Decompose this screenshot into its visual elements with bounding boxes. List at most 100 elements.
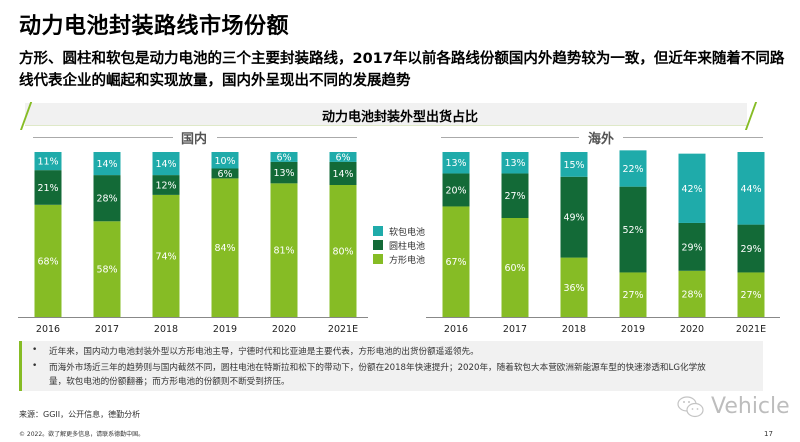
domestic-divider-left xyxy=(33,137,173,138)
x-tick-label-2021E: 2021E xyxy=(736,324,766,335)
domestic-chart-title: 国内 xyxy=(175,128,214,147)
overseas-stacked-bar-chart: 67% 20% 13% 2016 60% 27% 13% 2017 36% 49% 15% 2018 2… xyxy=(426,150,780,335)
legend-label-soft-pack: 软包电池 xyxy=(389,227,426,238)
data-label-cylindrical-2019: 6% xyxy=(217,169,232,180)
x-tick-label-2016: 2016 xyxy=(36,324,60,335)
bar-segment-cylindrical-2019 xyxy=(619,186,647,273)
bar-segment-prismatic-2021E xyxy=(737,272,765,317)
data-label-cylindrical-2019: 52% xyxy=(622,225,643,236)
data-label-prismatic-2021E: 27% xyxy=(740,290,761,301)
bar-segment-prismatic-2019 xyxy=(211,178,239,317)
notes-box: • 近年来，国内动力电池封装外型以方形电池主导，宁德时代和比亚迪是主要代表，方形… xyxy=(19,341,763,391)
x-tick-label-2021E: 2021E xyxy=(328,324,358,335)
bar-segment-soft-pack-2020 xyxy=(270,152,298,162)
bar-segment-cylindrical-2017 xyxy=(93,175,121,222)
bar-segment-prismatic-2016 xyxy=(34,204,62,317)
legend-swatch-soft-pack xyxy=(373,226,383,236)
data-label-soft-pack-2018: 15% xyxy=(563,160,584,171)
bar-segment-prismatic-2016 xyxy=(442,206,470,317)
bar-segment-cylindrical-2017 xyxy=(501,173,529,218)
data-label-soft-pack-2021E: 44% xyxy=(740,184,761,195)
chart-banner-title: 动力电池封装外型出货占比 xyxy=(321,110,478,125)
bar-segment-prismatic-2018 xyxy=(560,257,588,317)
wechat-icon xyxy=(677,395,704,417)
data-label-cylindrical-2018: 49% xyxy=(563,213,584,224)
x-tick-label-2016: 2016 xyxy=(444,324,468,335)
overseas-chart-title: 海外 xyxy=(582,128,621,147)
bar-segment-soft-pack-2017 xyxy=(93,152,121,176)
watermark: Vehicle xyxy=(677,394,790,419)
bar-segment-prismatic-2020 xyxy=(270,183,298,317)
bar-segment-soft-pack-2016 xyxy=(34,152,62,171)
domestic-divider-right xyxy=(217,137,357,138)
data-label-prismatic-2020: 81% xyxy=(273,246,294,257)
legend-swatch-prismatic xyxy=(373,254,383,264)
chart-legend: 软包电池 圆柱电池 方形电池 xyxy=(373,224,425,266)
x-tick-label-2018: 2018 xyxy=(154,324,178,335)
x-tick-label-2018: 2018 xyxy=(562,324,586,335)
data-label-prismatic-2019: 27% xyxy=(622,290,643,301)
data-label-prismatic-2021E: 80% xyxy=(332,247,353,258)
data-label-prismatic-2019: 84% xyxy=(214,243,235,254)
watermark-text: Vehicle xyxy=(711,394,790,419)
data-label-cylindrical-2017: 27% xyxy=(504,191,525,202)
bar-segment-soft-pack-2016 xyxy=(442,152,470,174)
page-title: 动力电池封装路线市场份额 xyxy=(19,14,290,39)
legend-item-soft-pack: 软包电池 xyxy=(373,224,425,238)
bar-segment-soft-pack-2019 xyxy=(211,152,239,169)
bar-segment-prismatic-2021E xyxy=(329,185,357,317)
bar-segment-soft-pack-2021E xyxy=(737,152,765,225)
overseas-divider-right xyxy=(623,137,763,138)
bar-segment-cylindrical-2021E xyxy=(329,161,357,185)
bar-segment-cylindrical-2016 xyxy=(34,170,62,205)
note-bullet: • xyxy=(32,361,38,371)
x-tick-label-2020: 2020 xyxy=(272,324,296,335)
x-tick-label-2019: 2019 xyxy=(213,324,237,335)
x-tick-label-2017: 2017 xyxy=(95,324,119,335)
page-subtitle: 方形、圆柱和软包是动力电池的三个主要封装路线，2017年以前各路线份额国内外趋势… xyxy=(19,51,785,89)
bar-segment-soft-pack-2018 xyxy=(152,152,180,176)
data-label-cylindrical-2020: 13% xyxy=(273,168,294,179)
data-label-cylindrical-2016: 20% xyxy=(445,185,466,196)
bar-segment-cylindrical-2020 xyxy=(270,161,298,184)
data-label-prismatic-2016: 68% xyxy=(37,256,58,267)
page-number: 17 xyxy=(764,430,773,438)
data-label-soft-pack-2020: 42% xyxy=(681,184,702,195)
legend-label-prismatic: 方形电池 xyxy=(389,255,426,266)
data-label-soft-pack-2016: 11% xyxy=(37,157,58,168)
bar-segment-cylindrical-2018 xyxy=(560,176,588,258)
data-label-soft-pack-2018: 14% xyxy=(155,159,176,170)
data-label-cylindrical-2016: 21% xyxy=(37,183,58,194)
bar-segment-cylindrical-2016 xyxy=(442,173,470,207)
note-overseas-line1: 而海外市场近三年的趋势则与国内截然不同，圆柱电池在特斯拉和松下的带动下，份额在2… xyxy=(49,363,706,373)
bar-segment-cylindrical-2018 xyxy=(152,175,180,195)
legend-item-prismatic: 方形电池 xyxy=(373,252,425,266)
bar-segment-soft-pack-2020 xyxy=(678,153,706,223)
source-note: 来源：GGII，公开信息，德勤分析 xyxy=(19,410,141,419)
data-label-soft-pack-2016: 13% xyxy=(445,158,466,169)
data-label-prismatic-2017: 58% xyxy=(96,265,117,276)
bar-segment-prismatic-2019 xyxy=(619,272,647,317)
bar-segment-prismatic-2017 xyxy=(501,218,529,317)
data-label-cylindrical-2017: 28% xyxy=(96,194,117,205)
legend-item-cylindrical: 圆柱电池 xyxy=(373,238,425,252)
bar-segment-soft-pack-2017 xyxy=(501,152,529,174)
data-label-soft-pack-2017: 14% xyxy=(96,159,117,170)
note-domestic: 近年来，国内动力电池封装外型以方形电池主导，宁德时代和比亚迪是主要代表，方形电池… xyxy=(49,347,479,357)
bar-segment-prismatic-2018 xyxy=(152,194,180,317)
note-bullet: • xyxy=(32,345,38,355)
data-label-soft-pack-2019: 22% xyxy=(622,164,643,175)
legend-swatch-cylindrical xyxy=(373,240,383,250)
data-label-prismatic-2016: 67% xyxy=(445,257,466,268)
bar-segment-prismatic-2017 xyxy=(93,221,121,317)
data-label-prismatic-2020: 28% xyxy=(681,289,702,300)
bar-segment-cylindrical-2021E xyxy=(737,224,765,273)
bar-segment-soft-pack-2018 xyxy=(560,152,588,177)
domestic-stacked-bar-chart: 68% 21% 11% 2016 58% 28% 14% 2017 74% 12% 14% 2018 8… xyxy=(18,152,368,335)
data-label-prismatic-2017: 60% xyxy=(504,263,525,274)
bar-segment-cylindrical-2019 xyxy=(211,168,239,179)
legend-label-cylindrical: 圆柱电池 xyxy=(389,241,426,252)
x-tick-label-2020: 2020 xyxy=(680,324,704,335)
bar-segment-soft-pack-2019 xyxy=(619,150,647,187)
data-label-soft-pack-2020: 6% xyxy=(276,152,291,163)
